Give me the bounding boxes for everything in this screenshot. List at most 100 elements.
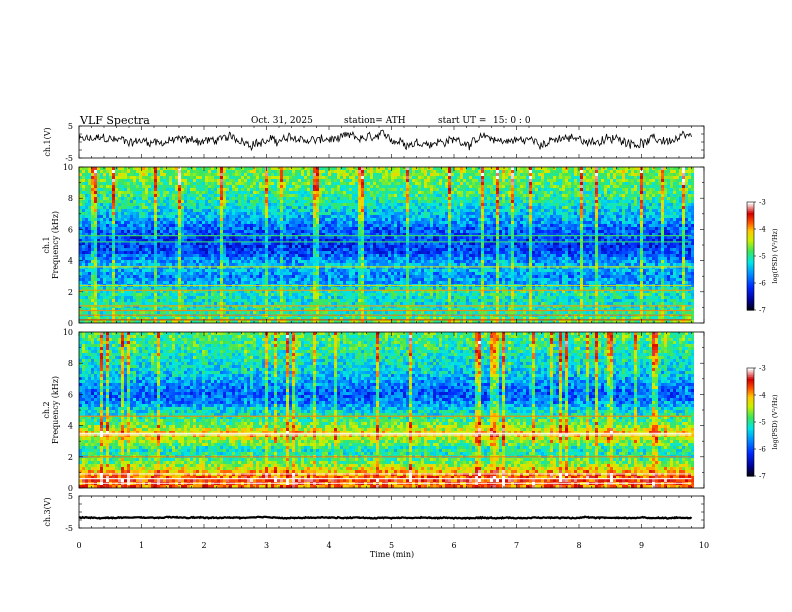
spectrogram-cell: [85, 299, 88, 302]
spectrogram-cell: [343, 239, 346, 242]
spectrogram-cell: [169, 302, 172, 305]
spectrogram-cell: [184, 206, 187, 209]
spectrogram-cell: [187, 290, 190, 293]
spectrogram-cell: [235, 266, 238, 269]
spectrogram-cell: [94, 263, 97, 266]
spectrogram-cell: [298, 278, 301, 281]
spectrogram-cell: [244, 197, 247, 200]
spectrogram-cell: [301, 206, 304, 209]
spectrogram-cell: [304, 257, 307, 260]
spectrogram-cell: [85, 257, 88, 260]
spectrogram-cell: [265, 281, 268, 284]
spectrogram-cell: [334, 266, 337, 269]
spectrogram-cell: [175, 296, 178, 299]
spectrogram-cell: [274, 308, 277, 311]
spectrogram-cell: [175, 173, 178, 176]
spectrogram-cell: [97, 200, 100, 203]
spectrogram-cell: [223, 278, 226, 281]
spectrogram-cell: [328, 278, 331, 281]
spectrogram-cell: [235, 230, 238, 233]
spectrogram-cell: [196, 167, 199, 170]
spectrogram-cell: [160, 209, 163, 212]
spectrogram-cell: [241, 308, 244, 311]
spectrogram-cell: [259, 212, 262, 215]
spectrogram-cell: [238, 188, 241, 191]
spectrogram-cell: [340, 191, 343, 194]
spectrogram-cell: [310, 278, 313, 281]
spectrogram-cell: [250, 188, 253, 191]
spectrogram-cell: [280, 236, 283, 239]
spectrogram-cell: [328, 191, 331, 194]
spectrogram-cell: [304, 290, 307, 293]
spectrogram-cell: [232, 206, 235, 209]
spectrogram-cell: [223, 194, 226, 197]
spectrogram-cell: [205, 227, 208, 230]
spectrogram-cell: [136, 209, 139, 212]
spectrogram-cell: [88, 176, 91, 179]
spectrogram-cell: [184, 188, 187, 191]
spectrogram-cell: [256, 311, 259, 314]
spectrogram-cell: [172, 251, 175, 254]
spectrogram-cell: [328, 308, 331, 311]
spectrogram-cell: [97, 179, 100, 182]
spectrogram-cell: [349, 212, 352, 215]
spectrogram-cell: [334, 221, 337, 224]
spectrogram-cell: [127, 272, 130, 275]
spectrogram-cell: [169, 290, 172, 293]
spectrogram-cell: [163, 290, 166, 293]
spectrogram-cell: [256, 185, 259, 188]
spectrogram-cell: [190, 221, 193, 224]
spectrogram-cell: [307, 317, 310, 320]
spectrogram-cell: [310, 173, 313, 176]
spectrogram-cell: [343, 179, 346, 182]
spectrogram-cell: [106, 302, 109, 305]
spectrogram-cell: [214, 245, 217, 248]
spectrogram-cell: [226, 218, 229, 221]
spectrogram-cell: [205, 176, 208, 179]
spectrogram-cell: [121, 266, 124, 269]
spectrogram-cell: [253, 197, 256, 200]
spectrogram-cell: [220, 251, 223, 254]
spectrogram-cell: [109, 242, 112, 245]
spectrogram-cell: [190, 281, 193, 284]
spectrogram-cell: [130, 215, 133, 218]
spectrogram-cell: [193, 257, 196, 260]
spectrogram-cell: [307, 224, 310, 227]
spectrogram-cell: [262, 287, 265, 290]
spectrogram-cell: [289, 176, 292, 179]
spectrogram-cell: [142, 197, 145, 200]
spectrogram-cell: [298, 185, 301, 188]
spectrogram-cell: [250, 269, 253, 272]
spectrogram-cell: [142, 287, 145, 290]
spectrogram-cell: [316, 194, 319, 197]
spectrogram-cell: [307, 167, 310, 170]
spectrogram-cell: [232, 266, 235, 269]
spectrogram-cell: [241, 203, 244, 206]
spectrogram-cell: [151, 272, 154, 275]
spectrogram-cell: [229, 260, 232, 263]
spectrogram-cell: [298, 272, 301, 275]
spectrogram-cell: [250, 179, 253, 182]
spectrogram-cell: [145, 317, 148, 320]
spectrogram-cell: [148, 269, 151, 272]
spectrogram-cell: [355, 272, 358, 275]
spectrogram-cell: [172, 257, 175, 260]
spectrogram-cell: [316, 212, 319, 215]
spectrogram-cell: [229, 257, 232, 260]
spectrogram-cell: [112, 191, 115, 194]
spectrogram-cell: [292, 305, 295, 308]
spectrogram-cell: [274, 233, 277, 236]
spectrogram-cell: [253, 320, 256, 323]
spectrogram-cell: [106, 266, 109, 269]
spectrogram-cell: [193, 317, 196, 320]
spectrogram-cell: [229, 230, 232, 233]
spectrogram-cell: [115, 179, 118, 182]
spectrogram-cell: [211, 254, 214, 257]
spectrogram-cell: [355, 170, 358, 173]
spectrogram-cell: [244, 227, 247, 230]
spectrogram-cell: [355, 209, 358, 212]
spectrogram-cell: [241, 176, 244, 179]
spectrogram-cell: [343, 293, 346, 296]
spectrogram-cell: [283, 254, 286, 257]
spectrogram-cell: [229, 293, 232, 296]
